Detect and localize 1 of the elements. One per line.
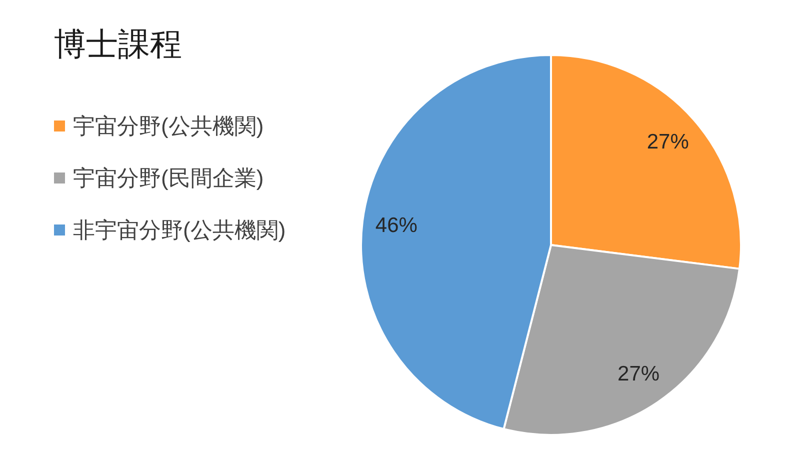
title: 博士課程 (54, 26, 182, 62)
